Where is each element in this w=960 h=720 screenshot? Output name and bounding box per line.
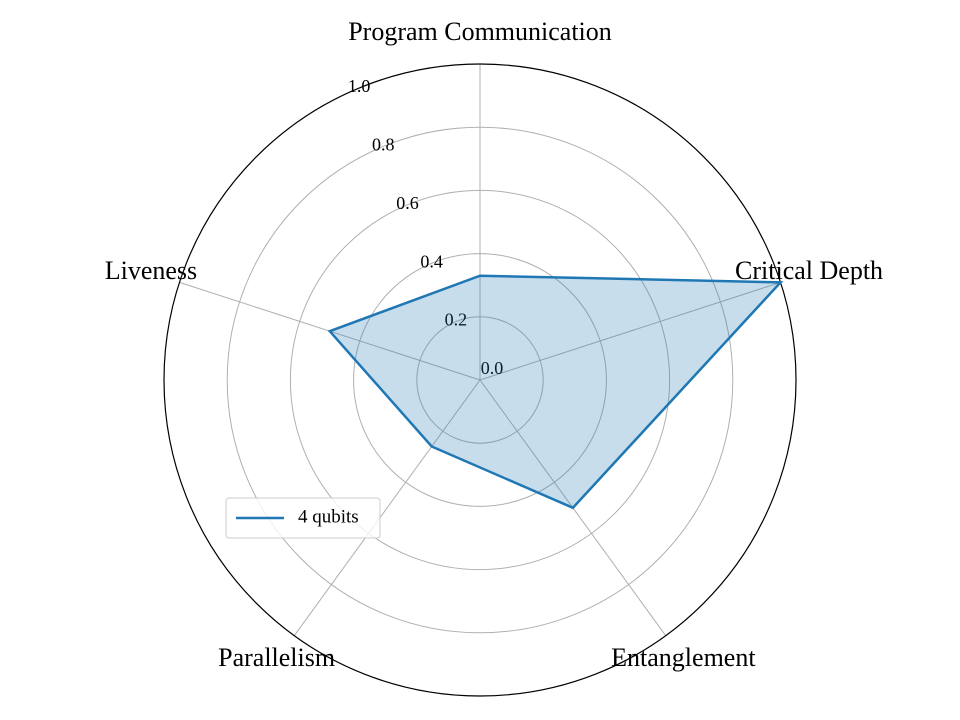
line <box>327 274 784 510</box>
area <box>329 275 781 508</box>
legend-box <box>225 497 381 539</box>
axis-label: Program Communication <box>348 17 612 46</box>
r-tick-label: 0.6 <box>396 193 419 213</box>
r-tick-label: 1.0 <box>348 76 371 96</box>
axis-label: Entanglement <box>611 643 756 672</box>
spoke <box>293 379 481 636</box>
r-tick-label: 0.2 <box>445 310 468 330</box>
frame <box>163 63 797 697</box>
spoke <box>479 281 781 381</box>
legend: 4 qubits <box>225 497 381 539</box>
r-tick-label: 0.4 <box>420 251 443 271</box>
axis-label: Parallelism <box>218 643 335 672</box>
r-tick-label: 0.8 <box>372 135 395 155</box>
axis-label: Critical Depth <box>735 256 883 285</box>
legend-label: 4 qubits <box>298 506 359 527</box>
axis-label: Liveness <box>105 256 197 285</box>
r-tick-label: 0.0 <box>481 358 504 378</box>
